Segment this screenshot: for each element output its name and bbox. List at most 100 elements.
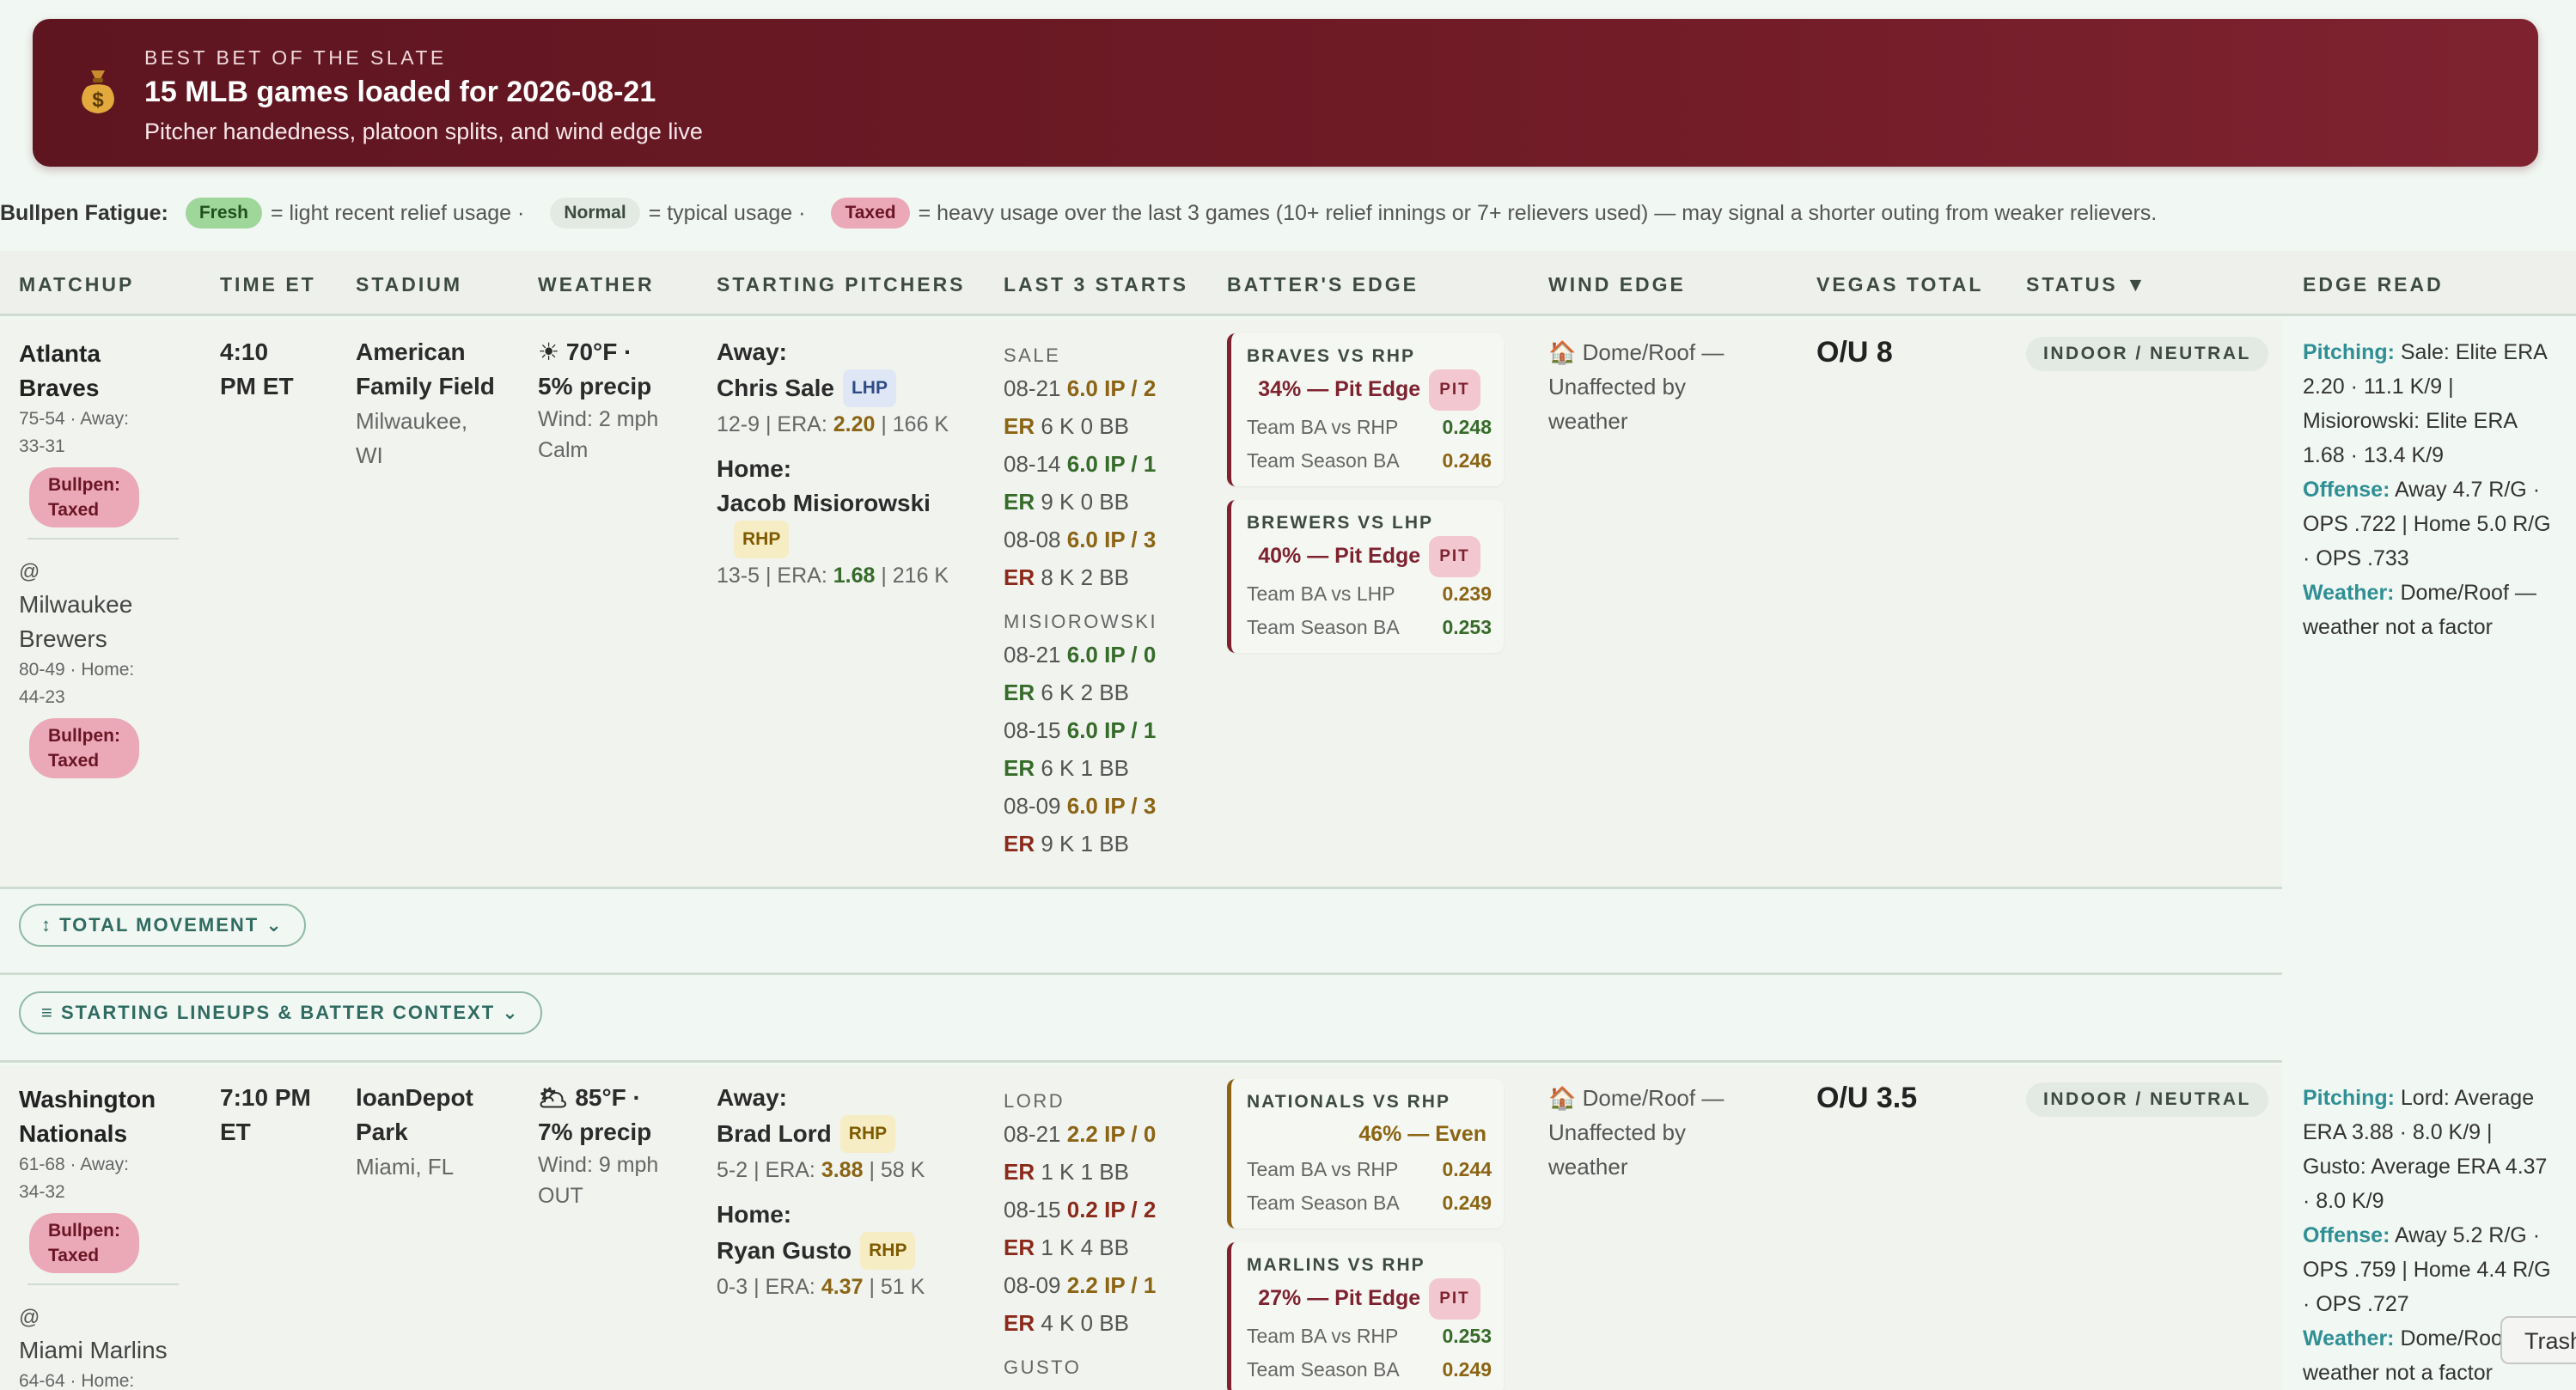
away-pitcher-label: Away: [717, 1084, 787, 1111]
start-line: ER 4 K 0 BB [1004, 1310, 1129, 1336]
total-movement-toggle[interactable]: ↕ TOTAL MOVEMENT ⌄ [19, 904, 306, 947]
home-pitcher: Jacob Misiorowski RHP [717, 486, 992, 558]
edge-stat: Team BA vs RHP 0.253 [1247, 1325, 1492, 1347]
batters-edge-card: BRAVES VS RHP 34% — Pit Edge PIT Team BA … [1227, 333, 1504, 486]
edge-stat: Team Season BA 0.249 [1247, 1192, 1492, 1214]
at-symbol: @ [19, 1306, 40, 1329]
away-pitcher-hand: RHP [839, 1115, 896, 1153]
at-symbol: @ [19, 560, 40, 583]
taxed-description: = heavy usage over the last 3 games (10+… [918, 200, 2158, 225]
taxed-pill: Taxed [831, 198, 910, 229]
col-last-3-starts[interactable]: LAST 3 STARTS [1004, 273, 1188, 296]
col-stadium[interactable]: STADIUM [356, 273, 463, 296]
money-bag-icon: $ [72, 65, 124, 117]
col-time[interactable]: TIME ET [220, 273, 316, 296]
stadium-cell: American Family Field Milwaukee, WI [356, 335, 528, 472]
col-matchup[interactable]: MATCHUP [19, 273, 135, 296]
normal-pill: Normal [550, 198, 640, 229]
fresh-pill: Fresh [185, 198, 263, 229]
home-bullpen-badge: Bullpen: Taxed [29, 718, 139, 778]
game-time: 7:10 PM ET [220, 1084, 311, 1145]
away-bullpen-badge: Bullpen: Taxed [29, 1213, 139, 1273]
col-wind-edge[interactable]: WIND EDGE [1548, 273, 1686, 296]
weather-wind: Wind: 2 mph Calm [538, 407, 659, 462]
edge-card-result: 46% — Even [1358, 1122, 1486, 1146]
normal-description: = typical usage · [648, 200, 806, 225]
stadium-name: American Family Field [356, 338, 495, 399]
stadium-location: Milwaukee, WI [356, 408, 468, 468]
weather-temp: 🌥 85°F · 7% precip [538, 1084, 652, 1145]
edge-card-result: 40% — Pit Edge PIT [1247, 536, 1492, 577]
start-line: ER 6 K 1 BB [1004, 755, 1129, 781]
batters-edge-cell: NATIONALS VS RHP 46% — Even Team BA vs R… [1227, 1079, 1504, 1390]
home-record: 64-64 · Home: [19, 1371, 135, 1390]
away-pitcher-stats: 12-9 | ERA: 2.20 | 166 K [717, 412, 949, 436]
edge-card-title: MARLINS VS RHP [1247, 1255, 1425, 1275]
edge-stat: Team BA vs RHP 0.248 [1247, 416, 1492, 438]
best-bet-banner: $ BEST BET OF THE SLATE 15 MLB games loa… [33, 19, 2538, 167]
col-starting-pitchers[interactable]: STARTING PITCHERS [717, 273, 966, 296]
batters-edge-card: MARLINS VS RHP 27% — Pit Edge PIT Team BA… [1227, 1242, 1504, 1390]
svg-text:$: $ [92, 88, 104, 112]
banner-kicker: BEST BET OF THE SLATE [144, 46, 447, 69]
col-edge-read[interactable]: EDGE READ [2303, 273, 2444, 296]
away-pitcher-label: Away: [717, 338, 787, 365]
pit-tag: PIT [1429, 536, 1480, 577]
away-team-name: Atlanta Braves [19, 340, 101, 401]
start-line: 08-08 6.0 IP / 3 [1004, 527, 1157, 552]
edge-card-title: BREWERS VS LHP [1247, 513, 1434, 533]
away-pitcher-stats: 5-2 | ERA: 3.88 | 58 K [717, 1158, 925, 1182]
starting-lineups-toggle[interactable]: ≡ STARTING LINEUPS & BATTER CONTEXT ⌄ [19, 991, 542, 1034]
pit-tag: PIT [1429, 369, 1480, 411]
pit-tag: PIT [1429, 1278, 1480, 1320]
edge-stat: Team Season BA 0.249 [1247, 1358, 1492, 1381]
vegas-total: O/U 3.5 [1816, 1082, 1918, 1114]
away-record: 61-68 · Away: 34-32 [19, 1155, 130, 1202]
banner-headline: 15 MLB games loaded for 2026-08-21 [144, 76, 656, 108]
col-status[interactable]: STATUS ▼ [2026, 273, 2148, 296]
trash-button[interactable]: Trash [2500, 1316, 2576, 1364]
start-line: 08-14 6.0 IP / 1 [1004, 451, 1157, 477]
start-line: ER 8 K 2 BB [1004, 564, 1129, 590]
away-pitcher-hand: LHP [842, 369, 896, 407]
start-line: 08-21 2.2 IP / 0 [1004, 1121, 1157, 1147]
game-row: Atlanta Braves 75-54 · Away: 33-31 Bullpen… [0, 320, 2576, 887]
stadium-location: Miami, FL [356, 1154, 455, 1180]
bullpen-fatigue-legend: Bullpen Fatigue: Fresh = light recent re… [0, 196, 2157, 230]
game-time: 4:10 PM ET [220, 338, 294, 399]
home-pitcher-starts-head: GUSTO [1004, 1356, 1082, 1378]
edge-card-title: NATIONALS VS RHP [1247, 1092, 1450, 1112]
start-line: 08-21 6.0 IP / 2 [1004, 375, 1157, 401]
fresh-description: = light recent relief usage · [271, 200, 525, 225]
home-record: 80-49 · Home: 44-23 [19, 660, 135, 707]
start-line: ER 9 K 1 BB [1004, 831, 1129, 857]
edge-stat: Team Season BA 0.253 [1247, 616, 1492, 638]
edge-stat: Team BA vs RHP 0.244 [1247, 1158, 1492, 1180]
col-weather[interactable]: WEATHER [538, 273, 655, 296]
weather-cell: ☀ 70°F · 5% precip Wind: 2 mph Calm [538, 335, 710, 466]
edge-read: Pitching: Lord: Average ERA 3.88 · 8.0 K… [2303, 1086, 2551, 1385]
vegas-total: O/U 8 [1816, 336, 1893, 369]
col-batters-edge[interactable]: BATTER'S EDGE [1227, 273, 1419, 296]
status-badge: INDOOR / NEUTRAL [2026, 337, 2268, 371]
legend-label: Bullpen Fatigue: [0, 200, 168, 225]
away-pitcher-starts-head: LORD [1004, 1090, 1065, 1112]
edge-stat: Team BA vs LHP 0.239 [1247, 582, 1492, 605]
away-bullpen-badge: Bullpen: Taxed [29, 467, 139, 527]
start-line: 08-15 6.0 IP / 1 [1004, 717, 1157, 743]
away-team-name: Washington Nationals [19, 1086, 156, 1147]
batters-edge-card: NATIONALS VS RHP 46% — Even Team BA vs R… [1227, 1079, 1504, 1228]
game-row: Washington Nationals 61-68 · Away: 34-32 B… [0, 1065, 2576, 1390]
home-team-name: Miami Marlins [19, 1337, 168, 1363]
col-vegas-total[interactable]: VEGAS TOTAL [1816, 273, 1984, 296]
home-pitcher-starts-head: MISIOROWSKI [1004, 611, 1158, 632]
home-pitcher-label: Home: [717, 455, 792, 482]
stadium-name: loanDepot Park [356, 1084, 473, 1145]
away-pitcher-starts-head: SALE [1004, 344, 1061, 366]
wind-edge: 🏠 Dome/Roof — Unaffected by weather [1548, 1085, 1724, 1180]
start-line: ER 1 K 4 BB [1004, 1235, 1129, 1260]
batters-edge-card: BREWERS VS LHP 40% — Pit Edge PIT Team BA… [1227, 500, 1504, 653]
edge-card-result: 34% — Pit Edge PIT [1247, 369, 1492, 411]
start-line: ER 9 K 0 BB [1004, 489, 1129, 515]
start-line: 08-15 0.2 IP / 2 [1004, 1197, 1157, 1222]
